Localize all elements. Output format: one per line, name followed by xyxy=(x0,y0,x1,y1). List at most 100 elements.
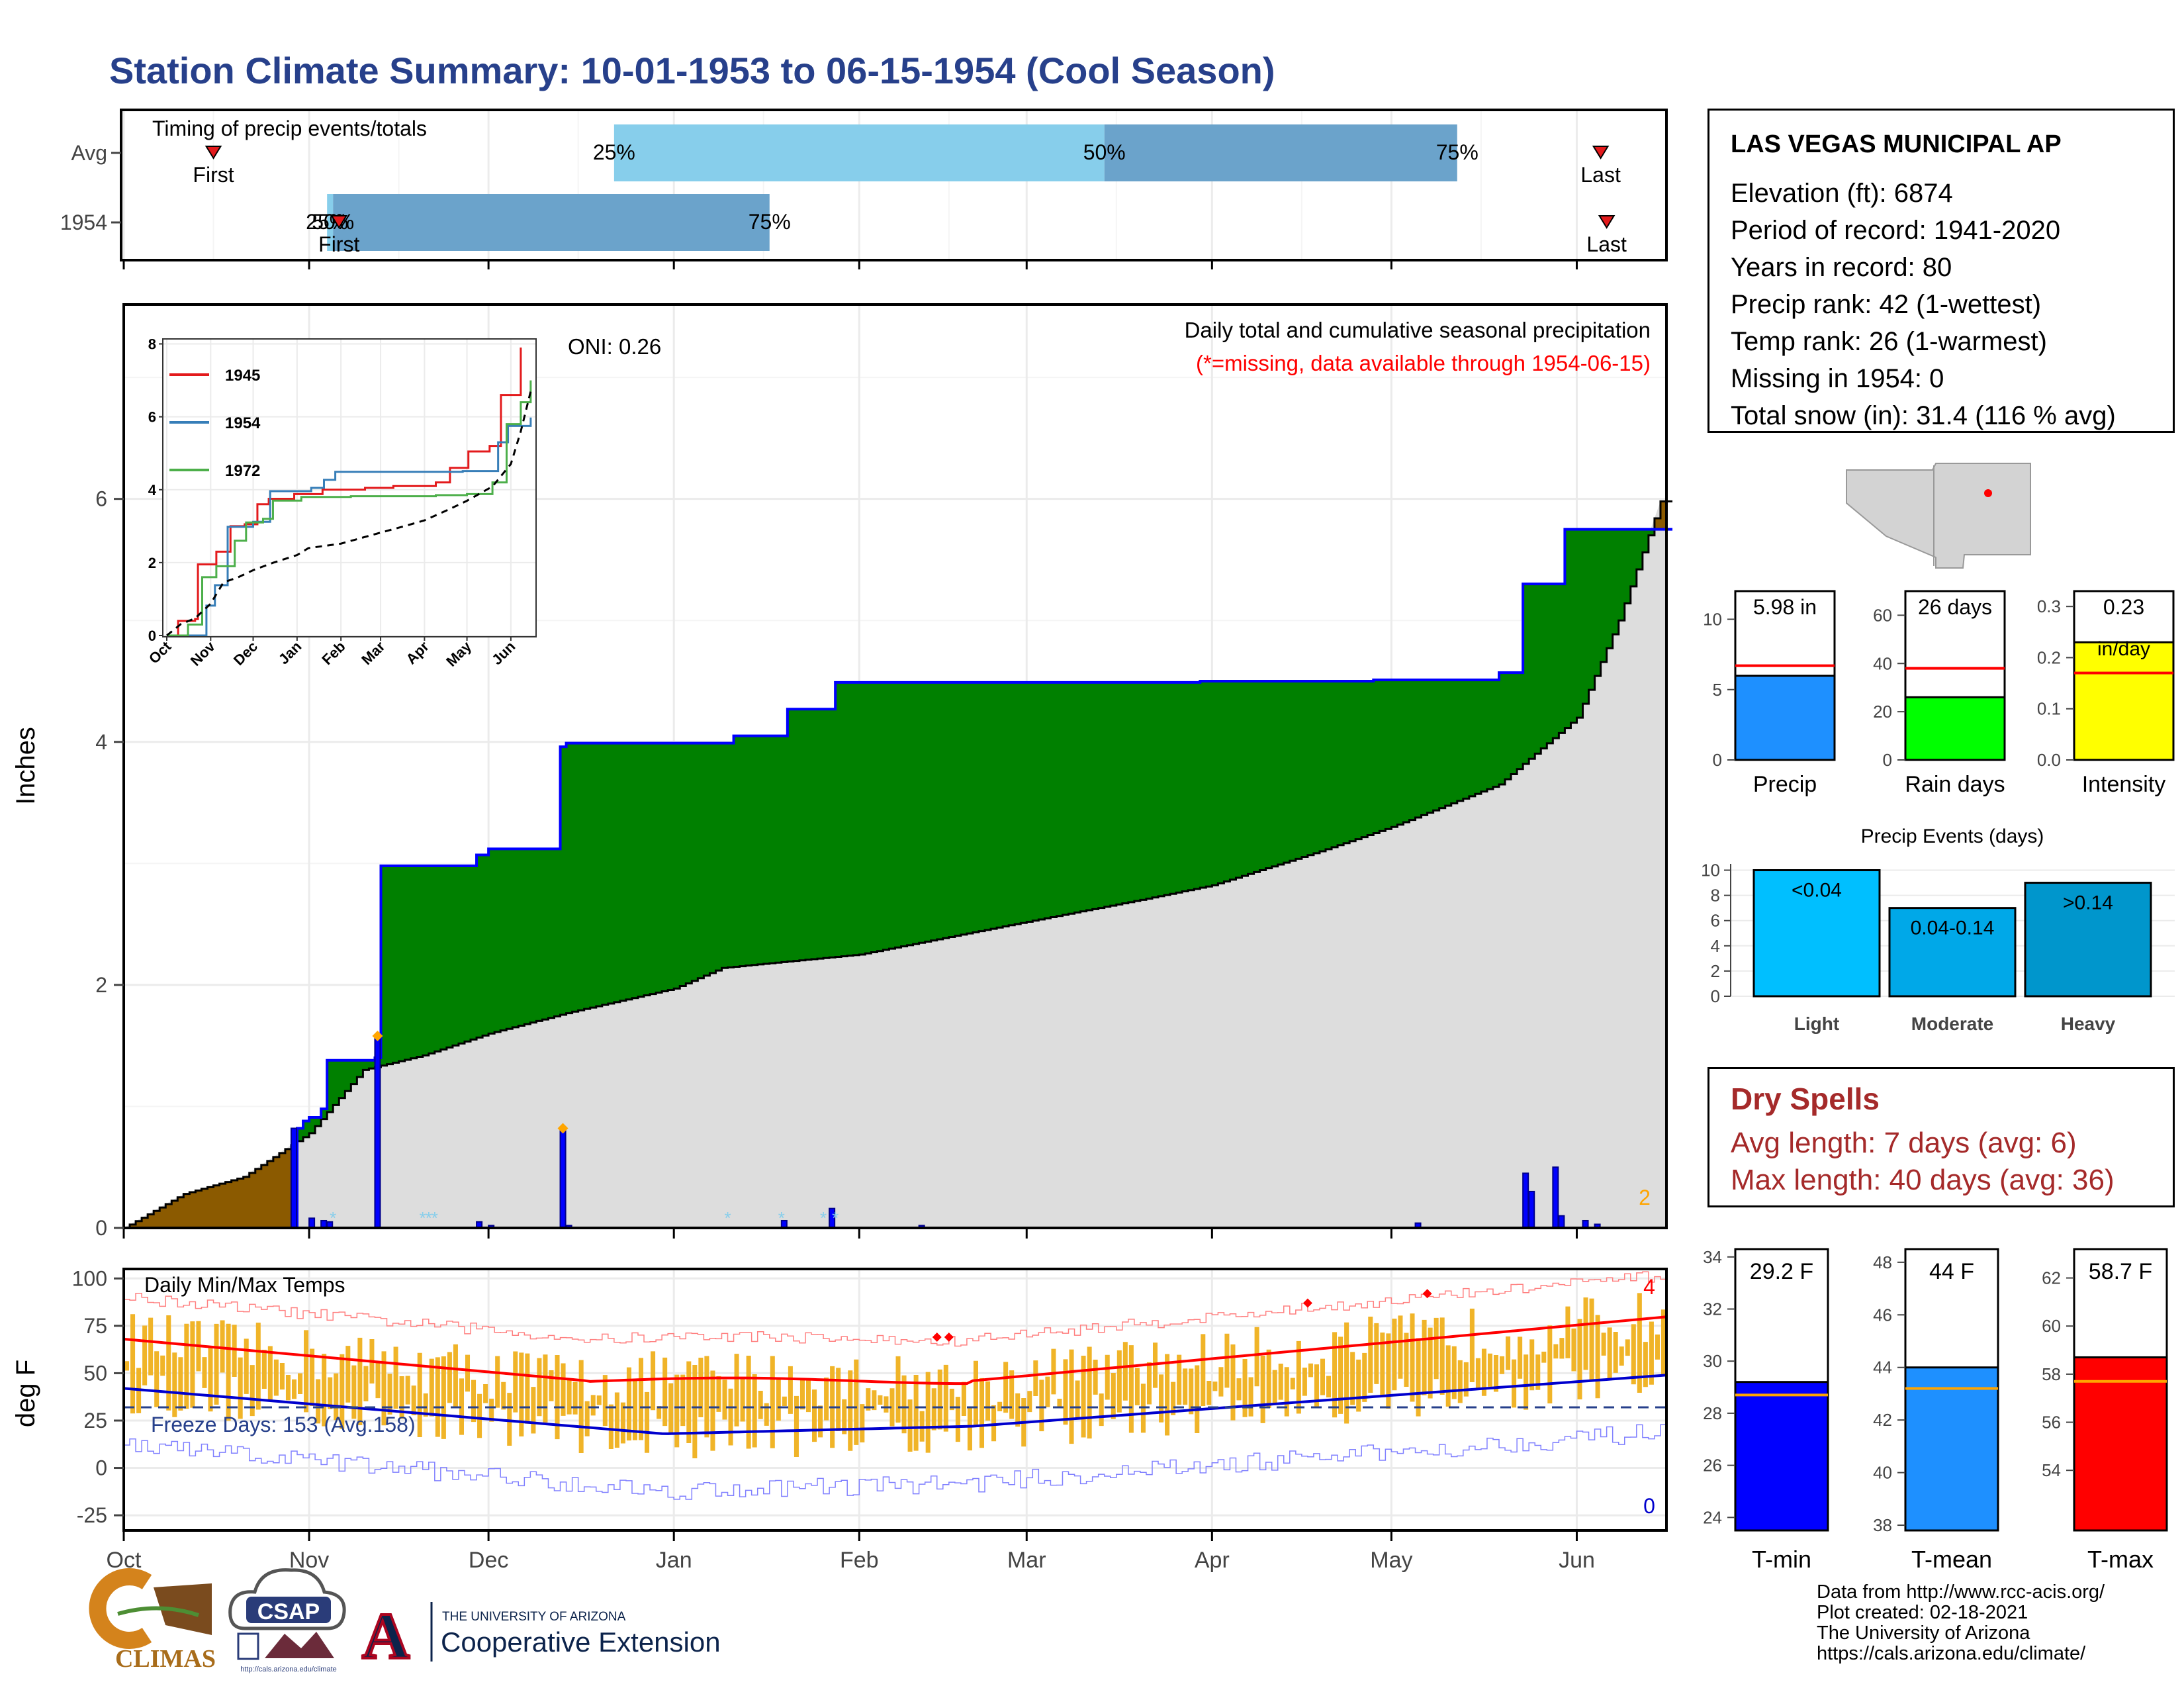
timing-label-50: 50% xyxy=(312,210,354,234)
timing-bar-50-75 xyxy=(1104,124,1457,181)
tmean-y-tick-label: 42 xyxy=(1873,1410,1892,1430)
tmean-bar xyxy=(1904,1366,1999,1532)
temp-record-marker xyxy=(932,1333,942,1342)
temp-y-tick-label: -25 xyxy=(77,1503,107,1527)
daily-precip-bar xyxy=(308,1217,316,1229)
inset-y-tick-label: 6 xyxy=(148,409,156,426)
inset-x-tick-label: Jun xyxy=(488,638,518,668)
events-y-tick-label: 10 xyxy=(1701,861,1720,880)
precip-events-chart: Precip Events (days) <0.04 Light 0.04-0.14… xyxy=(1701,825,2175,1034)
tmin-label: T-min xyxy=(1752,1546,1811,1573)
inset-y-tick-label: 2 xyxy=(148,555,156,571)
tmean-y-tick-label: 44 xyxy=(1873,1358,1892,1378)
average-max-line xyxy=(123,1315,1667,1385)
inset-line-1972 xyxy=(167,380,532,637)
temp-panel-frame xyxy=(122,1268,1668,1532)
tmin-y-tick-label: 34 xyxy=(1703,1247,1722,1267)
inset-y-tick-label: 0 xyxy=(148,628,156,644)
events-y-tick-label: 0 xyxy=(1711,986,1720,1006)
ua-block-letter: A xyxy=(362,1599,410,1673)
precip-label: Precip xyxy=(1753,772,1817,797)
intensity-label: Intensity xyxy=(2082,772,2166,797)
tmax-bar xyxy=(2073,1356,2168,1532)
timing-bar-25-50 xyxy=(327,194,334,251)
precip-note-missing: (*=missing, data available through 1954-… xyxy=(1196,351,1651,375)
summary-bar-charts: 5.98 in Precip 10 5 0 26 days Rain days 60 40 20 0… xyxy=(1703,590,2175,797)
temp-record-marker xyxy=(1422,1289,1432,1299)
events-y-tick-label: 4 xyxy=(1711,936,1720,956)
last-event-marker xyxy=(1592,146,1610,160)
tmin-y-tick-label: 30 xyxy=(1703,1351,1722,1371)
inset-y-tick-label: 4 xyxy=(148,482,157,498)
daily-precip-bar xyxy=(374,1035,381,1229)
tmean-y-tick-label: 46 xyxy=(1873,1305,1892,1325)
precip-y-tick-label: 4 xyxy=(95,730,107,754)
timing-panel: Timing of precip events/totals 25% 50% 75%… xyxy=(60,109,1668,269)
rain-days-bar xyxy=(1904,696,2006,761)
inset-x-tick-label: Apr xyxy=(402,638,432,668)
inset-x-tick-label: Mar xyxy=(358,638,388,669)
tmin-y-tick-label: 28 xyxy=(1703,1403,1722,1423)
tmean-y-tick-label: 48 xyxy=(1873,1252,1892,1272)
snow-marker: * xyxy=(832,1208,839,1228)
rain-days-y-tick-label: 20 xyxy=(1873,702,1892,722)
climas-logo-text: CLIMAS xyxy=(115,1645,216,1673)
inset-line-1945 xyxy=(167,348,522,637)
tmin-bar xyxy=(1734,1381,1829,1532)
intensity-y-tick-label: 0.0 xyxy=(2037,750,2061,770)
csap-url: http://cals.arizona.edu/climate xyxy=(240,1665,337,1673)
intensity-y-tick-label: 0.1 xyxy=(2037,699,2061,719)
tmin-y-tick-label: 32 xyxy=(1703,1299,1722,1319)
location-map xyxy=(1841,461,2036,569)
daily-temp-range-bars xyxy=(124,1293,1666,1459)
last-event-label: Last xyxy=(1586,232,1627,256)
timing-panel-frame xyxy=(120,109,1668,261)
inset-x-tick-label: Jan xyxy=(275,638,304,667)
temp-record-marker xyxy=(1302,1298,1312,1308)
events-bar-light xyxy=(1752,869,1881,998)
inset-normal-line xyxy=(166,391,532,637)
daily-precip-bar xyxy=(1522,1172,1529,1229)
station-info-box: LAS VEGAS MUNICIPAL AP Elevation (ft): 6… xyxy=(1707,109,2175,433)
station-name: LAS VEGAS MUNICIPAL AP xyxy=(1731,130,2062,158)
tmax-y-tick-label: 56 xyxy=(2042,1413,2061,1432)
normal-cumulative-line xyxy=(124,500,1673,1229)
tmax-label: T-max xyxy=(2087,1546,2154,1573)
rain-days-label: Rain days xyxy=(1905,772,2005,797)
station-temp-rank: Temp rank: 26 (1-warmest) xyxy=(1731,327,2047,356)
precip-bar xyxy=(1734,675,1836,761)
dry-spells-max-length: Max length: 40 days (avg: 36) xyxy=(1731,1164,2115,1196)
timing-bar-25-50 xyxy=(614,124,1105,181)
snow-marker: * xyxy=(420,1208,426,1228)
credit-line-university: The University of Arizona xyxy=(1817,1622,2030,1644)
snow-marker: * xyxy=(432,1208,438,1228)
timing-panel-label: Timing of precip events/totals xyxy=(152,117,427,140)
credit-line-source: Data from http://www.rcc-acis.org/ xyxy=(1817,1581,2105,1603)
temp-x-tick-label: Feb xyxy=(840,1548,879,1573)
station-period: Period of record: 1941-2020 xyxy=(1731,216,2061,245)
events-bar-moderate xyxy=(1888,907,2017,998)
tmax-y-tick-label: 62 xyxy=(2042,1268,2061,1288)
precip-record-marker xyxy=(372,1030,383,1041)
intensity-value: 0.23 xyxy=(2103,595,2144,619)
events-category-label: Moderate xyxy=(1911,1013,1993,1034)
temp-count-low: 0 xyxy=(1643,1494,1655,1518)
inset-line-1954 xyxy=(167,417,532,637)
temp-y-tick-label: 100 xyxy=(72,1266,107,1290)
daily-precip-bar xyxy=(1528,1190,1535,1229)
rain-days-y-tick-label: 0 xyxy=(1883,750,1892,770)
tmean-y-tick-label: 38 xyxy=(1873,1515,1892,1535)
precip-y-tick-label: 6 xyxy=(95,487,107,511)
temp-x-tick-label: Jan xyxy=(656,1548,692,1573)
precip-y-tick-label: 10 xyxy=(1703,610,1722,630)
inset-x-tick-label: Feb xyxy=(318,638,348,668)
inset-legend-label: 1954 xyxy=(225,414,261,432)
daily-precip-bar xyxy=(1552,1166,1559,1229)
intensity-bar xyxy=(2073,641,2175,761)
precip-y-axis-label: Inches xyxy=(11,727,40,805)
inset-frame xyxy=(162,338,537,637)
climas-logo: CLIMAS xyxy=(89,1568,216,1673)
daily-precip-bar xyxy=(559,1127,567,1229)
